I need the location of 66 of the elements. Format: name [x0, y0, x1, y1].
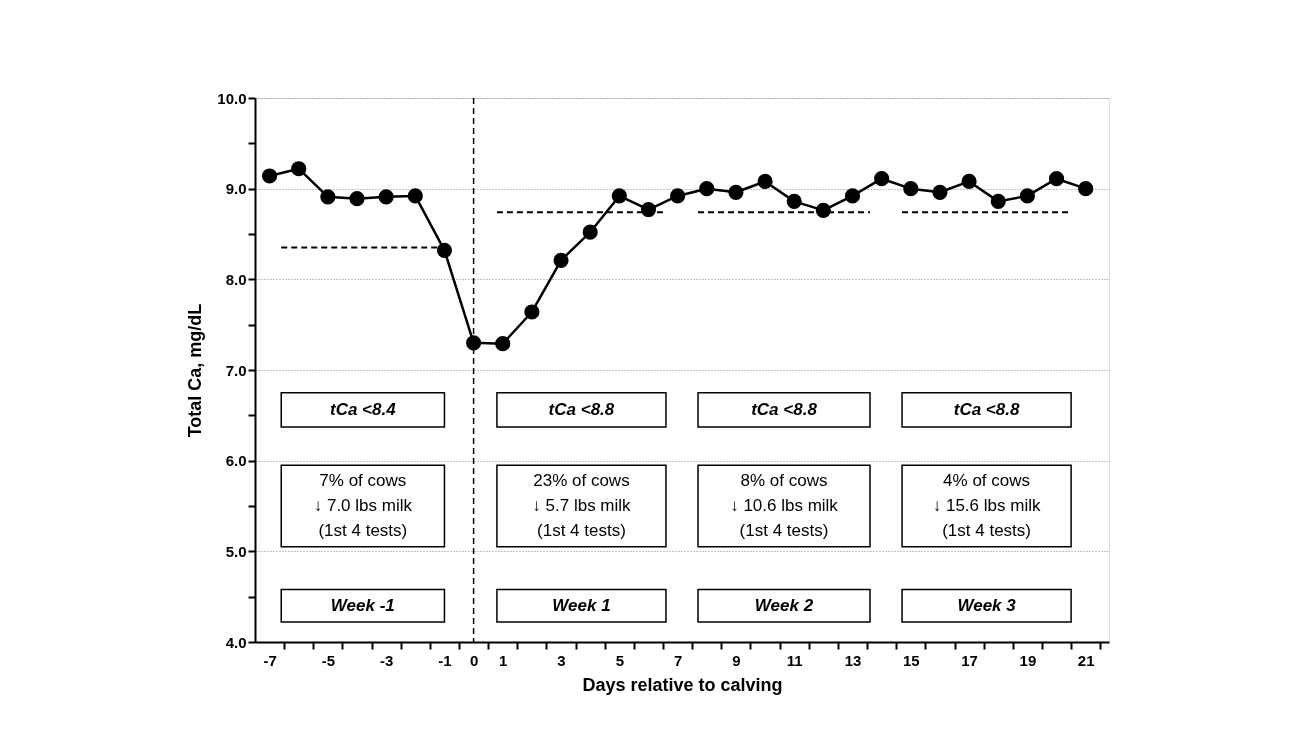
x-tick-label: 7 — [673, 651, 683, 669]
x-tick-label: 21 — [1077, 651, 1095, 669]
point — [670, 188, 686, 204]
x-tick-label: 11 — [786, 651, 803, 669]
annotation: tCa <8.8 — [751, 399, 818, 419]
point — [640, 201, 657, 218]
annotation: Week 2 — [754, 595, 814, 615]
point — [524, 304, 540, 320]
x-tick-label: 0 — [469, 651, 479, 669]
point — [611, 188, 627, 204]
y-tick-label: 9.0 — [225, 180, 247, 198]
point — [1048, 171, 1065, 187]
point — [1019, 188, 1035, 204]
annotation: Week -1 — [330, 595, 395, 615]
point — [757, 173, 773, 189]
point — [1078, 181, 1094, 197]
x-tick-label: 17 — [961, 651, 978, 669]
x-tick-label: 15 — [902, 651, 920, 669]
point — [436, 242, 453, 258]
point — [961, 173, 977, 189]
x-tick-label: 9 — [732, 651, 741, 669]
x-tick-label: 19 — [1019, 651, 1037, 669]
x-tick-label: 1 — [499, 651, 508, 669]
x-axis-title: Days relative to calving — [582, 674, 783, 695]
point — [728, 184, 744, 200]
point — [466, 335, 482, 351]
y-tick-label: 5.0 — [225, 542, 247, 560]
x-tick-label: 5 — [615, 651, 625, 669]
point — [320, 189, 336, 205]
point — [815, 202, 831, 218]
point — [261, 168, 278, 184]
point — [291, 161, 307, 177]
annotation: 4% of cows ↓ 15.6 lbs milk (1st 4 tests) — [932, 471, 1041, 540]
annotation: Week 1 — [552, 595, 611, 615]
annotation: tCa <8.4 — [330, 399, 397, 419]
x-tick-label: -1 — [438, 651, 452, 669]
point — [844, 188, 861, 204]
y-tick-label: 7.0 — [225, 361, 247, 379]
x-tick-label: -5 — [321, 651, 336, 669]
point — [553, 252, 569, 268]
point — [349, 191, 365, 207]
annotation: Week 3 — [957, 595, 1017, 615]
point — [874, 171, 890, 187]
annotation: 8% of cows ↓ 10.6 lbs milk (1st 4 tests) — [730, 471, 839, 540]
y-tick-label: 10.0 — [217, 89, 247, 107]
y-tick-label: 4.0 — [225, 633, 247, 651]
x-tick-label: 13 — [844, 651, 862, 669]
point — [582, 224, 598, 240]
x-tick-label: -7 — [263, 651, 277, 669]
point — [932, 184, 948, 200]
point — [786, 193, 802, 209]
y-axis-title: Total Ca, mg/dL — [185, 303, 206, 438]
y-tick-label: 8.0 — [225, 270, 247, 288]
point — [407, 188, 423, 204]
y-tick-label: 6.0 — [225, 452, 247, 470]
x-tick-label: -3 — [379, 651, 394, 669]
annotation: tCa <8.8 — [548, 399, 615, 419]
point — [495, 336, 511, 352]
annotation: tCa <8.8 — [953, 399, 1020, 419]
point — [699, 181, 715, 197]
annotation: 7% of cows ↓ 7.0 lbs milk (1st 4 tests) — [313, 471, 413, 540]
x-tick-label: 3 — [557, 651, 566, 669]
point — [378, 189, 394, 205]
annotation: 23% of cows ↓ 5.7 lbs milk (1st 4 tests) — [532, 471, 632, 540]
point — [903, 181, 919, 197]
point — [990, 193, 1006, 209]
